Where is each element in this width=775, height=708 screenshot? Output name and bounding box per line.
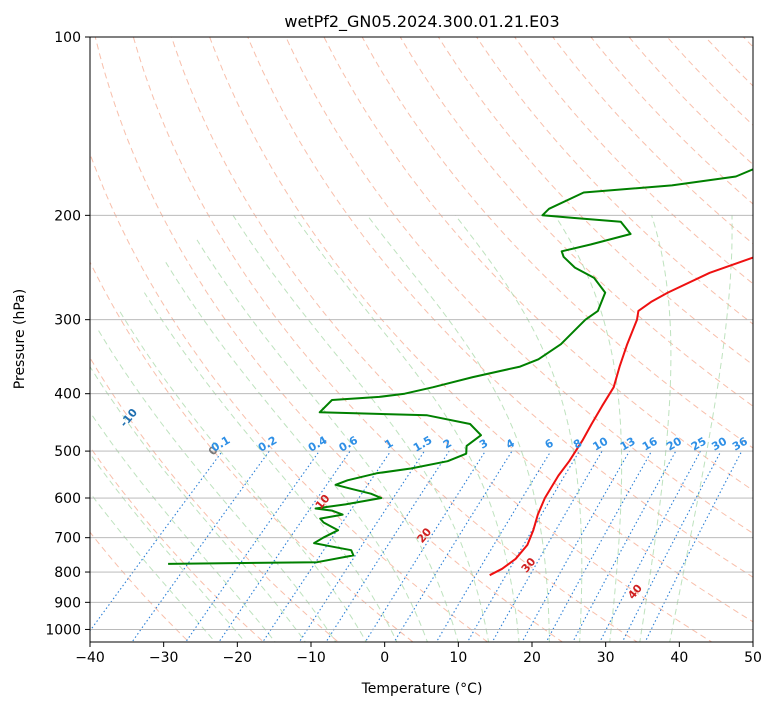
temperature-line [489,256,753,577]
x-tick-label: 50 [744,650,762,666]
y-tick-label: 800 [54,565,81,581]
moist-adiabat-line [196,239,459,642]
x-tick-label: 40 [670,650,688,666]
x-tick-label: −40 [75,650,105,666]
mixing-ratio-line [131,450,270,642]
mixing-ratio-line [545,450,653,642]
mixing-ratio-line [435,450,552,642]
x-tick-label: 20 [523,650,541,666]
x-ticks: −40 −30 −20 −10 0 10 20 30 40 50 [75,642,762,666]
mixing-ratio-line [393,450,513,642]
dry-adiabat-line [90,531,190,642]
mixing-ratio-label: 3 [477,437,490,452]
mixing-ratio-line [466,450,580,642]
mixing-ratio-line [644,450,743,642]
y-tick-label: 700 [54,531,81,547]
dry-adiabat-label: 20 [414,525,434,545]
mixing-ratio-line [298,450,425,642]
mixing-ratio-label: 30 [709,434,729,453]
dry-adiabat-line [399,37,753,407]
mixing-ratio-label: 20 [664,434,684,453]
dry-adiabat-line [552,37,753,245]
dry-adiabat-line [171,37,713,642]
dry-adiabat-line [704,37,753,87]
moist-adiabat-line [554,215,623,642]
y-tick-label: 600 [54,491,81,507]
x-tick-label: 0 [380,650,389,666]
x-tick-label: 10 [449,650,467,666]
dry-adiabat-line [247,37,753,578]
dry-adiabat-line [90,446,265,642]
moist-adiabat-line [96,327,337,642]
y-tick-label: 100 [54,30,81,46]
background-lines [90,24,775,654]
x-tick-label: 30 [597,650,615,666]
moist-adiabat-line [454,214,583,642]
moist-adiabat-line [90,492,216,642]
moist-adiabat-line [90,365,306,642]
y-tick-label: 400 [54,387,81,403]
dry-adiabat-line [769,24,775,654]
moist-adiabat-line [165,262,428,642]
mixing-ratio-line [218,450,351,642]
dry-adiabat-line [323,37,753,492]
mixing-ratio-label: 10 [591,434,611,453]
y-tick-label: 300 [54,313,81,329]
x-tick-label: −20 [223,650,253,666]
y-tick-label: 200 [54,208,81,224]
y-tick-label: 1000 [45,622,81,638]
moist-adiabat-line [143,292,398,642]
mixing-ratio-line [262,450,392,642]
sounding-lines [168,168,753,577]
mixing-ratio-line [491,450,603,642]
dry-adiabat-line [90,152,489,642]
moist-adiabat-line [90,411,276,642]
dry-adiabat-line [90,356,340,642]
mixing-ratio-line [185,450,320,642]
y-axis-label: Pressure (hPa) [12,289,28,389]
mixing-ratio-line [325,450,450,642]
dry-adiabat-line [132,37,638,642]
dry-adiabat-line [514,37,753,285]
dewpoint-line [168,168,753,565]
dry-adiabat-line [590,37,753,205]
mixing-ratio-label: 2 [441,437,454,452]
moist-adiabat-line [639,215,672,642]
x-axis-label: Temperature (°C) [361,681,483,697]
dry-adiabat-line [94,37,564,642]
dry-adiabat-label: 40 [625,582,645,602]
moist-adiabat-line [232,215,490,642]
moist-adiabat-line [366,214,550,642]
dry-adiabat-line [437,37,753,366]
dry-adiabat-line [285,37,753,534]
moist-adiabat-line [293,215,520,642]
chart-title: wetPf2_GN05.2024.300.01.21.E03 [284,12,559,32]
dry-adiabat-line [209,37,753,623]
dry-adiabat-line [90,260,414,642]
mixing-ratio-label: 6 [543,436,556,451]
x-tick-label: −10 [296,650,326,666]
dry-adiabat-label: -10 [117,406,140,430]
dry-adiabat-line [628,37,753,166]
y-tick-label: 500 [54,444,81,460]
mixing-ratio-label: 4 [504,436,517,451]
mixing-ratio-line [621,450,722,642]
y-ticks: 100 200 300 400 500 600 700 800 900 1000 [45,30,90,638]
dry-adiabat-line [666,37,753,126]
moist-adiabat-line [119,310,367,642]
x-tick-label: −30 [149,650,179,666]
y-tick-label: 900 [54,595,81,611]
dry-adiabat-line [361,37,753,449]
plot-frame [89,36,754,643]
moist-adiabat-line [90,453,246,642]
